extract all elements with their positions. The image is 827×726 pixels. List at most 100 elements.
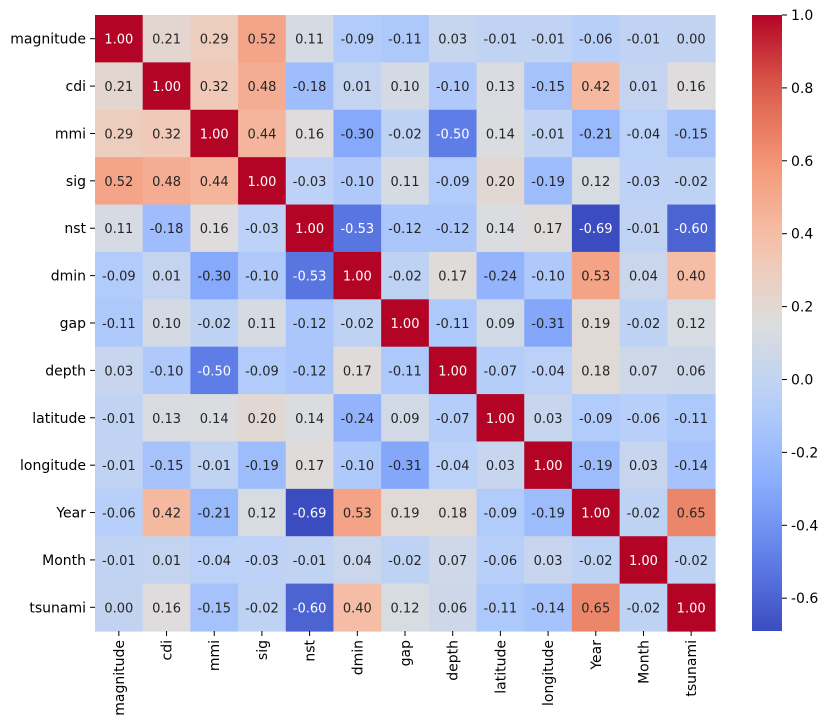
- cell-value-label: 0.14: [486, 127, 515, 142]
- heatmap-cell: [238, 299, 287, 348]
- cell-value-label: 0.01: [152, 554, 181, 569]
- heatmap-cell: [619, 536, 668, 585]
- y-tick-label: latitude: [32, 411, 86, 427]
- cell-value-label: 0.16: [295, 127, 324, 142]
- heatmap-cell: [285, 583, 335, 632]
- y-tick-label: nst: [64, 221, 86, 237]
- heatmap-cell: [333, 62, 382, 111]
- heatmap-cell: [667, 536, 716, 585]
- colorbar-tick-label: -0.6: [791, 591, 818, 607]
- cell-value-label: 1.00: [391, 317, 420, 332]
- cell-value-label: -0.12: [293, 364, 327, 379]
- heatmap-cell: [333, 15, 382, 63]
- heatmap-cell: [667, 299, 716, 348]
- colorbar-tick-label: 0.2: [791, 300, 813, 316]
- heatmap-cell: [619, 346, 668, 395]
- cell-value-label: 0.18: [581, 364, 610, 379]
- cell-value-label: -0.09: [340, 33, 374, 48]
- cell-value-label: -0.07: [484, 364, 518, 379]
- x-tick-label: dmin: [350, 640, 366, 675]
- cell-value-label: -0.31: [388, 459, 422, 474]
- heatmap-cell: [333, 204, 382, 253]
- heatmap-cell: [524, 251, 573, 300]
- heatmap-cell: [476, 15, 525, 63]
- cell-value-label: -0.01: [531, 127, 565, 142]
- heatmap-cell: [285, 62, 335, 111]
- cell-value-label: -0.18: [150, 222, 184, 237]
- cell-value-label: -0.11: [436, 317, 470, 332]
- cell-value-label: 0.44: [200, 175, 229, 190]
- heatmap-cell: [238, 488, 287, 537]
- cell-value-label: 0.10: [391, 80, 420, 95]
- heatmap-cell: [476, 299, 525, 348]
- cell-value-label: 0.16: [152, 601, 181, 616]
- heatmap-cell: [667, 157, 716, 206]
- cell-value-label: -0.02: [245, 601, 279, 616]
- cell-value-label: -0.02: [627, 507, 661, 522]
- heatmap-cell: [381, 394, 430, 443]
- cell-value-label: -0.53: [340, 222, 374, 237]
- heatmap-cell: [524, 583, 573, 632]
- heatmap-cell: [333, 536, 382, 585]
- heatmap-cell: [190, 62, 239, 111]
- heatmap-cell: [190, 251, 239, 300]
- colorbar-tick-label: 0.4: [791, 227, 813, 243]
- cell-value-label: 1.00: [677, 601, 706, 616]
- cell-value-label: 0.52: [247, 33, 276, 48]
- colorbar: -0.6 -0.4 -0.2 0.0 0.2 0.4 0.6 0.8 1.0: [752, 8, 818, 631]
- heatmap-cell: [95, 157, 144, 206]
- heatmap-cell: [238, 251, 287, 300]
- heatmap-cell: [571, 15, 621, 63]
- heatmap-cell: [285, 251, 335, 300]
- heatmap-cell: [619, 394, 668, 443]
- cell-value-label: -0.06: [484, 554, 518, 569]
- heatmap-cell: [619, 441, 668, 490]
- x-tick-label: depth: [446, 640, 462, 681]
- cell-value-label: -0.02: [627, 317, 661, 332]
- heatmap-cell: [524, 441, 573, 490]
- heatmap-cell: [333, 299, 382, 348]
- cell-value-label: 0.11: [391, 175, 420, 190]
- heatmap-cell: [476, 488, 525, 537]
- heatmap-cell: [571, 488, 621, 537]
- heatmap-cell: [381, 15, 430, 63]
- cell-value-label: -0.12: [388, 222, 422, 237]
- cell-value-label: 0.12: [391, 601, 420, 616]
- heatmap-cell: [524, 62, 573, 111]
- cell-value-label: 1.00: [247, 175, 276, 190]
- heatmap-annotations: 1.00 0.21 0.29 0.52 0.11 -0.09 -0.11 0.03 -0.01-…: [102, 33, 708, 617]
- heatmap-cell: [619, 62, 668, 111]
- cell-value-label: 0.48: [247, 80, 276, 95]
- cell-value-label: -0.11: [388, 33, 422, 48]
- cell-value-label: 1.00: [486, 412, 515, 427]
- cell-value-label: -0.07: [436, 412, 470, 427]
- x-tick-label: longitude: [541, 640, 557, 706]
- x-tick-label: tsunami: [684, 640, 700, 697]
- heatmap-cell: [333, 488, 382, 537]
- colorbar-gradient: [752, 15, 782, 631]
- cell-value-label: 0.03: [534, 412, 563, 427]
- heatmap-cell: [285, 536, 335, 585]
- cell-value-label: -0.10: [531, 270, 565, 285]
- heatmap-cell: [381, 441, 430, 490]
- heatmap-cell: [95, 488, 144, 537]
- cell-value-label: -0.53: [293, 270, 327, 285]
- heatmap-cell: [95, 15, 144, 63]
- heatmap-cell: [95, 204, 144, 253]
- cell-value-label: 1.00: [200, 127, 229, 142]
- heatmap-cell: [667, 346, 716, 395]
- heatmap-cell: [619, 251, 668, 300]
- heatmap-cell: [333, 441, 382, 490]
- cell-value-label: 0.03: [438, 33, 467, 48]
- heatmap-cell: [667, 251, 716, 300]
- heatmap-cell: [428, 441, 478, 490]
- heatmap-cell: [238, 346, 287, 395]
- cell-value-label: 0.16: [200, 222, 229, 237]
- cell-value-label: 0.42: [581, 80, 610, 95]
- cell-value-label: -0.24: [484, 270, 518, 285]
- heatmap-cell: [571, 204, 621, 253]
- heatmap-cell: [619, 583, 668, 632]
- cell-value-label: -0.50: [436, 127, 470, 142]
- cell-value-label: -0.06: [627, 412, 661, 427]
